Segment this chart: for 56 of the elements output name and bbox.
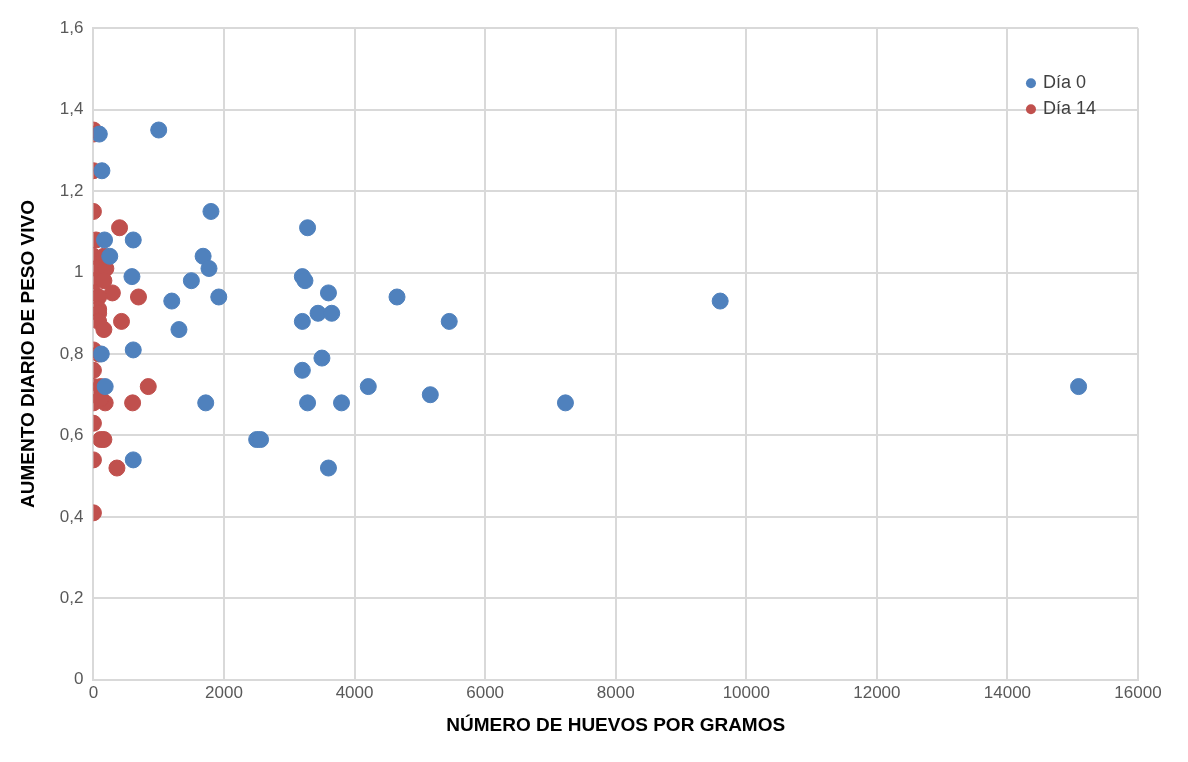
x-tick-label: 12000 xyxy=(853,682,901,702)
x-tick-label: 4000 xyxy=(335,682,374,702)
point xyxy=(200,259,218,277)
point xyxy=(323,304,341,322)
legend-label: Día 0 xyxy=(1042,72,1086,93)
y-tick-label: 0 xyxy=(73,669,84,689)
point xyxy=(333,394,351,412)
point xyxy=(299,219,317,237)
point xyxy=(150,121,168,139)
point xyxy=(711,292,729,310)
y-tick-label: 1 xyxy=(73,262,84,282)
point xyxy=(556,394,574,412)
x-axis-title: NÚMERO DE HUEVOS POR GRAMOS xyxy=(446,713,786,735)
y-tick-label: 1,2 xyxy=(59,180,84,200)
point xyxy=(123,268,141,286)
point xyxy=(93,162,111,180)
point xyxy=(163,292,181,310)
y-tick-label: 0,4 xyxy=(59,506,84,526)
point xyxy=(182,272,200,290)
point xyxy=(421,386,439,404)
point xyxy=(124,451,142,469)
point xyxy=(124,231,142,249)
point xyxy=(96,231,114,249)
x-tick-label: 10000 xyxy=(722,682,770,702)
point xyxy=(197,394,215,412)
x-tick-label: 16000 xyxy=(1114,682,1162,702)
y-tick-label: 0,8 xyxy=(59,343,84,363)
y-tick-label: 0,2 xyxy=(59,588,84,608)
point xyxy=(313,349,331,367)
x-tick-label: 8000 xyxy=(596,682,635,702)
x-tick-label: 2000 xyxy=(205,682,243,702)
point xyxy=(1070,378,1088,396)
point xyxy=(319,459,337,477)
point xyxy=(309,304,327,322)
y-tick-label: 1,6 xyxy=(59,17,84,37)
x-tick-label: 6000 xyxy=(466,682,505,702)
point xyxy=(296,272,314,290)
x-tick-label: 14000 xyxy=(983,682,1032,702)
point xyxy=(359,378,377,396)
point xyxy=(124,341,142,359)
point xyxy=(101,247,119,265)
point xyxy=(202,202,220,220)
point xyxy=(299,394,317,412)
y-tick-label: 0,6 xyxy=(59,425,84,445)
legend-label: Día 14 xyxy=(1042,98,1097,119)
point xyxy=(440,312,458,330)
y-axis-title: AUMENTO DIARIO DE PESO VIVO xyxy=(16,200,38,508)
point xyxy=(96,378,114,396)
point xyxy=(293,312,311,330)
point xyxy=(388,288,406,306)
point xyxy=(170,321,188,339)
y-tick-label: 1,4 xyxy=(59,99,84,119)
point xyxy=(210,288,228,306)
x-tick-label: 0 xyxy=(88,682,99,702)
point xyxy=(319,284,337,302)
point xyxy=(293,361,311,379)
